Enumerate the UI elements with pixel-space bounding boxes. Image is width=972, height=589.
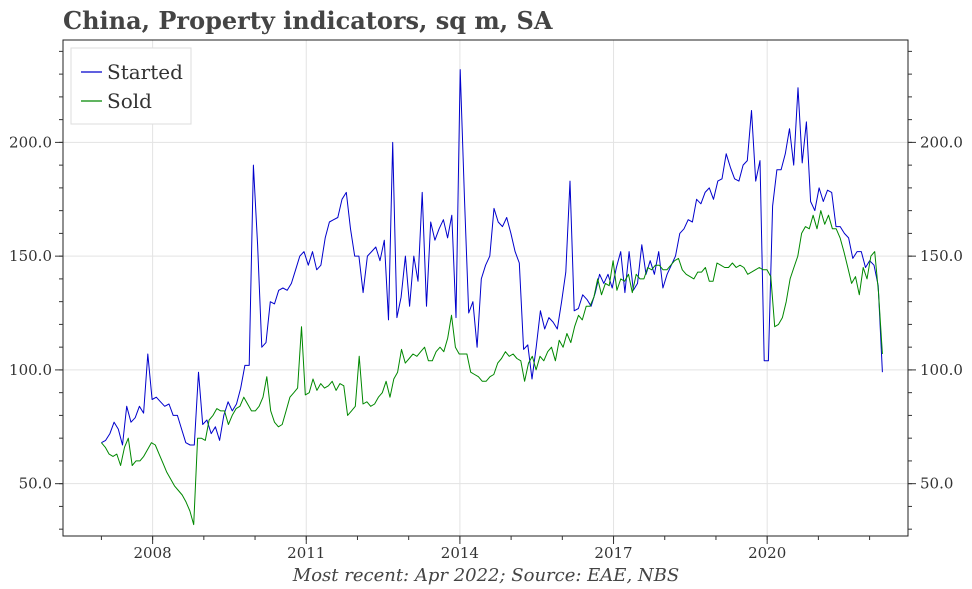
legend-box [70, 47, 192, 125]
x-tick-label: 2008 [134, 544, 172, 562]
x-tick-label: 2011 [287, 544, 325, 562]
y-tick-label-left: 150.0 [9, 247, 52, 265]
gridlines [63, 40, 908, 536]
legend-label-sold: Sold [107, 89, 152, 113]
series-line-started [101, 69, 883, 446]
source-note: Most recent: Apr 2022; Source: EAE, NBS [292, 565, 680, 586]
chart-title: China, Property indicators, sq m, SA [63, 6, 553, 35]
series-lines [101, 69, 883, 526]
y-tick-label-left: 50.0 [19, 475, 52, 493]
x-tick-label: 2014 [441, 544, 479, 562]
series-line-sold [101, 210, 883, 526]
y-tick-label-left: 200.0 [9, 133, 52, 151]
y-tick-label-right: 200.0 [920, 133, 963, 151]
y-tick-label-right: 100.0 [920, 361, 963, 379]
plot-frame [62, 39, 909, 537]
legend: Started Sold [70, 47, 192, 125]
legend-label-started: Started [107, 60, 183, 84]
x-tick-label: 2017 [594, 544, 632, 562]
axes: 2008 2011 2014 2017 2020 50.0 50.0 100.0 100.0 15… [9, 50, 963, 562]
y-tick-label-right: 50.0 [920, 475, 953, 493]
x-tick-label: 2020 [748, 544, 786, 562]
y-tick-label-left: 100.0 [9, 361, 52, 379]
y-tick-label-right: 150.0 [920, 247, 963, 265]
